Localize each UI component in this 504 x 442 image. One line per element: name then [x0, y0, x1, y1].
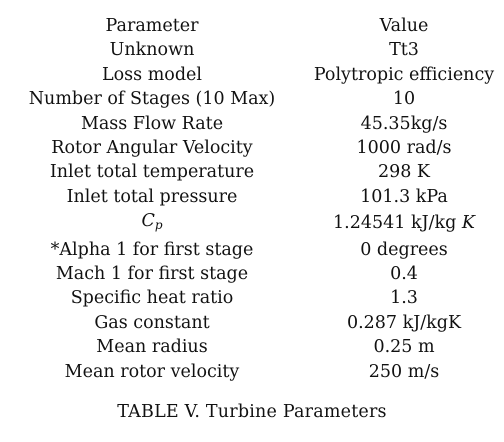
row-value: 0.287 kJ/kgK	[346, 312, 462, 333]
row-parameter: Specific heat ratio	[70, 288, 234, 309]
row-value: Tt3	[389, 40, 419, 61]
row-parameter: Mass Flow Rate	[80, 113, 224, 134]
row-value: 0.25 m	[373, 337, 435, 358]
header-value: Value	[379, 16, 429, 36]
table-row: Number of Stages (10 Max) 10	[0, 87, 504, 111]
row-parameter: Mean radius	[96, 337, 208, 358]
table-row: Inlet total temperature 298 K	[0, 160, 504, 184]
table-row: Inlet total pressure 101.3 kPa	[0, 185, 504, 209]
row-value: 0 degrees	[360, 239, 448, 260]
row-value: 1.3	[390, 288, 418, 309]
row-parameter: Mean rotor velocity	[64, 361, 240, 382]
header-parameter: Parameter	[105, 16, 199, 36]
table-row: Mean radius 0.25 m	[0, 335, 504, 359]
row-parameter: Gas constant	[94, 312, 210, 333]
row-value: Polytropic efficiency	[313, 64, 495, 85]
row-value: 10	[392, 89, 416, 110]
row-parameter: Inlet total pressure	[66, 186, 238, 207]
row-value-cp: 1.24541 kJ/kg K	[302, 209, 504, 237]
table-row: Mass Flow Rate 45.35kg/s	[0, 112, 504, 136]
cp-subscript: p	[154, 218, 163, 233]
row-parameter: Rotor Angular Velocity	[51, 138, 253, 159]
row-parameter: Mach 1 for first stage	[55, 264, 249, 285]
table-row: Gas constant 0.287 kJ/kgK	[0, 311, 504, 335]
cp-symbol: C	[141, 211, 155, 232]
row-value: 101.3 kPa	[360, 186, 448, 207]
turbine-parameters-table-container: Parameter Value Unknown Tt3 Loss model P…	[0, 14, 504, 384]
table-row: Mach 1 for first stage 0.4	[0, 262, 504, 286]
table-row: *Alpha 1 for first stage 0 degrees	[0, 238, 504, 262]
table-row: Specific heat ratio 1.3	[0, 286, 504, 310]
cp-value-number: 1.24541 kJ/kg	[333, 213, 462, 234]
row-value: 0.4	[390, 264, 418, 285]
row-parameter: Number of Stages (10 Max)	[28, 89, 276, 110]
table-row: Cp 1.24541 kJ/kg K	[0, 209, 504, 237]
table-row: Rotor Angular Velocity 1000 rad/s	[0, 136, 504, 160]
table-header: Parameter Value	[0, 14, 504, 38]
table-row: Unknown Tt3	[0, 38, 504, 62]
row-value: 45.35kg/s	[360, 113, 448, 134]
row-parameter-cp: Cp	[0, 209, 302, 237]
table-row: Mean rotor velocity 250 m/s	[0, 360, 504, 384]
table-body: Unknown Tt3 Loss model Polytropic effici…	[0, 38, 504, 384]
header-row: Parameter Value	[0, 14, 504, 38]
row-parameter: Loss model	[102, 64, 202, 85]
table-caption: TABLE V. Turbine Parameters	[117, 402, 387, 422]
turbine-parameters-table: Parameter Value Unknown Tt3 Loss model P…	[0, 14, 504, 384]
row-value: 250 m/s	[368, 361, 440, 382]
row-value: 298 K	[377, 162, 431, 183]
row-value: 1000 rad/s	[356, 138, 452, 159]
row-parameter: *Alpha 1 for first stage	[50, 239, 254, 260]
row-parameter: Unknown	[109, 40, 195, 61]
row-parameter: Inlet total temperature	[49, 162, 255, 183]
table-row: Loss model Polytropic efficiency	[0, 63, 504, 87]
cp-value-unit: K	[461, 213, 475, 234]
